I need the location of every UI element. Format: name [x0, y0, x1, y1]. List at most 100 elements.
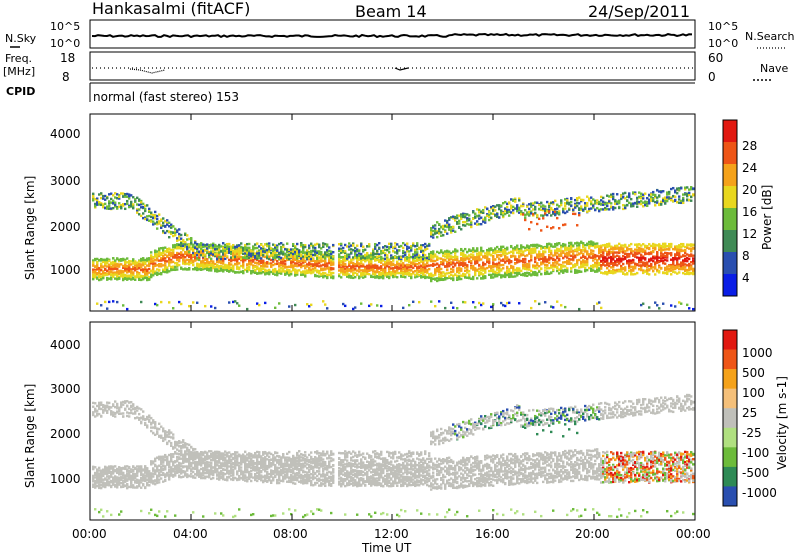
scatter-cell — [234, 246, 237, 249]
scatter-cell — [348, 245, 351, 248]
scatter-cell — [522, 260, 525, 264]
scatter-cell — [316, 269, 319, 272]
scatter-cell — [294, 255, 297, 258]
scatter-cell — [484, 270, 487, 274]
scatter-cell — [124, 193, 127, 196]
scatter-cell — [316, 250, 319, 253]
scatter-cell — [326, 255, 329, 258]
scatter-cell — [326, 249, 329, 252]
scatter-cell — [182, 262, 185, 265]
scatter-cell — [504, 207, 507, 211]
scatter-cell — [288, 253, 291, 257]
scatter-cell — [212, 253, 215, 256]
scatter-cell — [260, 267, 263, 271]
scatter-cell — [422, 272, 425, 275]
scatter-cell — [322, 275, 325, 278]
scatter-cell — [356, 264, 359, 268]
scatter-cell — [222, 249, 225, 253]
scatter-cell — [432, 226, 435, 229]
scatter-cell — [108, 271, 111, 274]
scatter-cell — [250, 261, 253, 265]
scatter-cell — [458, 266, 461, 270]
scatter-cell — [224, 251, 227, 254]
scatter-cell — [512, 209, 515, 212]
scatter-cell — [434, 232, 437, 235]
scatter-cell — [292, 267, 295, 270]
scatter-cell — [124, 269, 127, 273]
scatter-cell — [158, 249, 161, 252]
scatter-cell — [312, 259, 315, 262]
scatter-cell — [198, 244, 201, 248]
scatter-cell — [498, 207, 501, 211]
scatter-cell — [98, 278, 101, 282]
scatter-cell — [356, 244, 359, 247]
scatter-cell — [220, 260, 223, 263]
scatter-cell — [398, 266, 401, 270]
scatter-cell — [290, 272, 293, 276]
scatter-cell — [378, 259, 381, 262]
scatter-cell — [280, 252, 283, 255]
scatter-cell — [298, 256, 301, 260]
scatter-cell — [518, 247, 521, 251]
scatter-cell — [382, 263, 385, 266]
scatter-cell — [504, 250, 507, 254]
scatter-cell — [354, 275, 357, 279]
scatter-cell — [270, 251, 273, 255]
scatter-cell — [140, 257, 143, 261]
scatter-cell — [478, 301, 481, 305]
scatter-cell — [332, 260, 335, 263]
scatter-cell — [502, 250, 505, 253]
scatter-cell — [418, 255, 421, 258]
scatter-cell — [432, 224, 435, 228]
scatter-cell — [466, 222, 469, 226]
scatter-cell — [228, 242, 231, 246]
scatter-cell — [122, 278, 125, 282]
scatter-cell — [228, 265, 231, 268]
scatter-cell — [402, 249, 405, 253]
scatter-cell — [372, 252, 375, 255]
scatter-cell — [290, 270, 293, 273]
scatter-cell — [190, 246, 193, 250]
scatter-cell — [400, 274, 403, 278]
scatter-cell — [504, 254, 507, 258]
scatter-cell — [98, 258, 101, 262]
scatter-cell — [296, 273, 299, 276]
scatter-cell — [196, 268, 199, 272]
scatter-cell — [496, 268, 499, 271]
scatter-cell — [208, 244, 211, 247]
scatter-cell — [374, 270, 377, 274]
scatter-cell — [190, 239, 193, 242]
scatter-cell — [232, 264, 235, 268]
scatter-cell — [438, 251, 441, 255]
scatter-cell — [276, 244, 279, 247]
scatter-cell — [474, 306, 477, 309]
scatter-cell — [150, 220, 153, 223]
scatter-cell — [260, 261, 263, 265]
scatter-cell — [172, 251, 175, 254]
scatter-cell — [374, 258, 377, 261]
scatter-cell — [396, 256, 399, 259]
scatter-cell — [296, 269, 299, 272]
scatter-cell — [280, 272, 283, 275]
scatter-cell — [396, 266, 399, 269]
scatter-cell — [142, 261, 145, 264]
scatter-cell — [352, 243, 355, 247]
scatter-cell — [302, 248, 305, 252]
scatter-cell — [422, 244, 425, 247]
scatter-cell — [98, 275, 101, 279]
scatter-cell — [246, 251, 249, 255]
scatter-cell — [488, 258, 491, 261]
scatter-cell — [318, 265, 321, 268]
scatter-cell — [202, 245, 205, 249]
scatter-cell — [480, 272, 483, 276]
scatter-cell — [308, 256, 311, 260]
scatter-cell — [470, 220, 473, 223]
scatter-cell — [372, 250, 375, 253]
scatter-cell — [110, 201, 113, 204]
scatter-cell — [116, 257, 119, 260]
scatter-cell — [376, 304, 379, 307]
scatter-cell — [498, 254, 501, 257]
scatter-cell — [510, 211, 513, 214]
scatter-cell — [160, 253, 163, 256]
scatter-cell — [288, 248, 291, 252]
